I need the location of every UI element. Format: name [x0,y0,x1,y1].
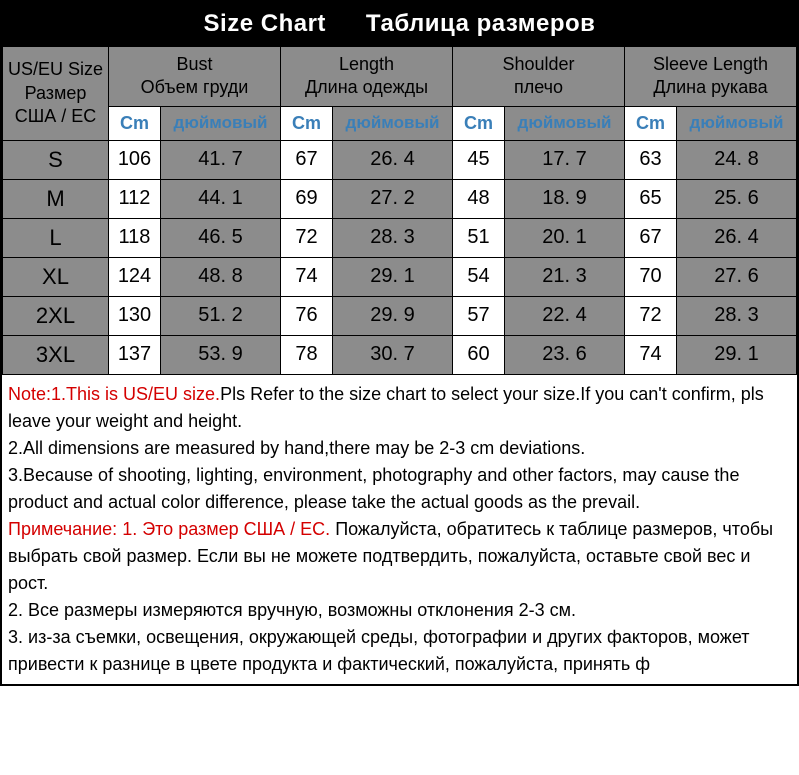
cm-cell: 118 [109,218,161,257]
sub-cm-0: Cm [109,106,161,140]
header-size-l1: US/EU Size [8,59,103,79]
size-table: US/EU Size Размер США / ЕС Bust Объем гр… [2,46,797,375]
cm-cell: 106 [109,140,161,179]
sub-in-0: дюймовый [161,106,281,140]
cm-cell: 60 [453,335,505,374]
sub-cm-2: Cm [453,106,505,140]
header-shoulder-ru: плечо [514,77,563,97]
header-length-ru: Длина одежды [305,77,428,97]
in-cell: 21. 3 [505,257,625,296]
in-cell: 27. 6 [677,257,797,296]
in-cell: 26. 4 [333,140,453,179]
in-cell: 28. 3 [677,296,797,335]
size-cell: S [3,140,109,179]
in-cell: 26. 4 [677,218,797,257]
header-sleeve-en: Sleeve Length [653,54,768,74]
cm-cell: 51 [453,218,505,257]
size-cell: XL [3,257,109,296]
header-bust-en: Bust [176,54,212,74]
sub-cm-3: Cm [625,106,677,140]
size-cell: 2XL [3,296,109,335]
title-bar: Size Chart Таблица размеров [2,2,797,46]
table-row: L11846. 57228. 35120. 16726. 4 [3,218,797,257]
size-chart-container: Size Chart Таблица размеров US/EU Size Ра… [0,0,799,686]
note-ru-1a: Примечание: 1. Это размер США / ЕС. [8,519,335,539]
cm-cell: 69 [281,179,333,218]
note-en-3: 3.Because of shooting, lighting, environ… [8,465,739,512]
in-cell: 46. 5 [161,218,281,257]
table-row: M11244. 16927. 24818. 96525. 6 [3,179,797,218]
cm-cell: 67 [625,218,677,257]
in-cell: 28. 3 [333,218,453,257]
header-size: US/EU Size Размер США / ЕС [3,47,109,141]
in-cell: 51. 2 [161,296,281,335]
notes-block: Note:1.This is US/EU size.Pls Refer to t… [2,375,797,684]
table-head: US/EU Size Размер США / ЕС Bust Объем гр… [3,47,797,141]
header-sleeve: Sleeve Length Длина рукава [625,47,797,107]
in-cell: 29. 1 [333,257,453,296]
cm-cell: 130 [109,296,161,335]
header-size-l2: Размер [25,83,87,103]
in-cell: 20. 1 [505,218,625,257]
table-row: 3XL13753. 97830. 76023. 67429. 1 [3,335,797,374]
cm-cell: 74 [281,257,333,296]
cm-cell: 65 [625,179,677,218]
cm-cell: 124 [109,257,161,296]
cm-cell: 137 [109,335,161,374]
table-row: XL12448. 87429. 15421. 37027. 6 [3,257,797,296]
in-cell: 25. 6 [677,179,797,218]
header-size-l3: США / ЕС [15,106,97,126]
header-sleeve-ru: Длина рукава [653,77,767,97]
title-en: Size Chart [204,10,326,37]
table-body: S10641. 76726. 44517. 76324. 8M11244. 16… [3,140,797,374]
in-cell: 27. 2 [333,179,453,218]
cm-cell: 57 [453,296,505,335]
in-cell: 23. 6 [505,335,625,374]
header-bust: Bust Объем груди [109,47,281,107]
in-cell: 18. 9 [505,179,625,218]
header-shoulder: Shoulder плечо [453,47,625,107]
cm-cell: 76 [281,296,333,335]
table-row: S10641. 76726. 44517. 76324. 8 [3,140,797,179]
cm-cell: 70 [625,257,677,296]
sub-in-2: дюймовый [505,106,625,140]
note-en-2: 2.All dimensions are measured by hand,th… [8,438,585,458]
size-cell: M [3,179,109,218]
cm-cell: 67 [281,140,333,179]
sub-cm-1: Cm [281,106,333,140]
note-ru-3: 3. из-за съемки, освещения, окружающей с… [8,627,749,674]
note-ru-2: 2. Все размеры измеряются вручную, возмо… [8,600,576,620]
cm-cell: 112 [109,179,161,218]
in-cell: 44. 1 [161,179,281,218]
header-length: Length Длина одежды [281,47,453,107]
table-row: 2XL13051. 27629. 95722. 47228. 3 [3,296,797,335]
header-length-en: Length [339,54,394,74]
cm-cell: 48 [453,179,505,218]
header-bust-ru: Объем груди [141,77,249,97]
cm-cell: 45 [453,140,505,179]
cm-cell: 54 [453,257,505,296]
size-cell: L [3,218,109,257]
cm-cell: 74 [625,335,677,374]
in-cell: 24. 8 [677,140,797,179]
cm-cell: 72 [281,218,333,257]
in-cell: 53. 9 [161,335,281,374]
in-cell: 41. 7 [161,140,281,179]
in-cell: 17. 7 [505,140,625,179]
note-en-1a: Note:1.This is US/EU size. [8,384,220,404]
sub-in-3: дюймовый [677,106,797,140]
in-cell: 48. 8 [161,257,281,296]
sub-in-1: дюймовый [333,106,453,140]
cm-cell: 78 [281,335,333,374]
in-cell: 29. 1 [677,335,797,374]
in-cell: 22. 4 [505,296,625,335]
cm-cell: 63 [625,140,677,179]
title-ru: Таблица размеров [366,10,596,37]
in-cell: 29. 9 [333,296,453,335]
cm-cell: 72 [625,296,677,335]
size-cell: 3XL [3,335,109,374]
header-shoulder-en: Shoulder [502,54,574,74]
in-cell: 30. 7 [333,335,453,374]
